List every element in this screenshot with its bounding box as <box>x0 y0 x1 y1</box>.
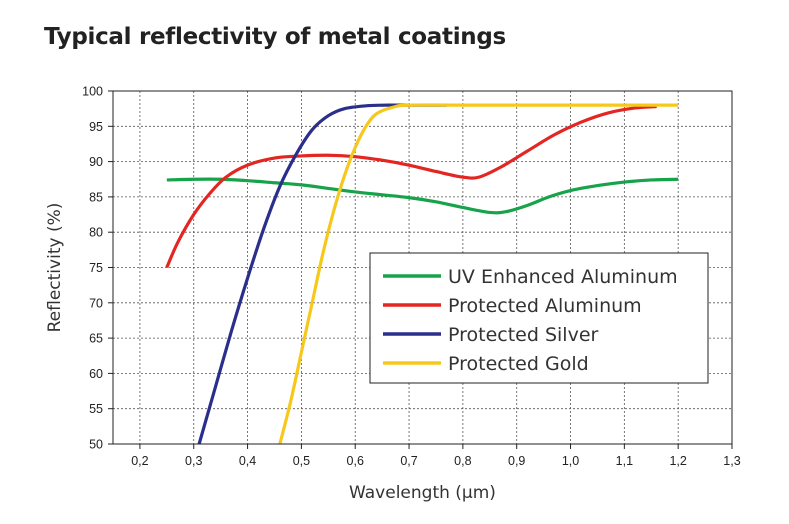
series-line-protected-silver <box>197 103 447 445</box>
legend-label: Protected Silver <box>448 324 599 346</box>
x-tick-label: 0,6 <box>347 454 364 468</box>
x-tick-label: 0,8 <box>454 454 471 468</box>
x-tick-label: 0,4 <box>239 454 256 468</box>
series-lines <box>165 103 679 445</box>
y-tick-label: 80 <box>89 226 103 240</box>
x-axis-label: Wavelength (µm) <box>349 483 496 503</box>
legend-label: UV Enhanced Aluminum <box>448 266 678 288</box>
x-tick-label: 1,0 <box>562 454 579 468</box>
y-tick-label: 90 <box>89 155 103 169</box>
x-tick-label: 1,1 <box>616 454 633 468</box>
y-tick-label: 100 <box>82 85 103 99</box>
series-line-protected-gold <box>278 103 679 445</box>
y-tick-label: 95 <box>89 120 103 134</box>
x-tick-label: 0,9 <box>508 454 525 468</box>
y-tick-label: 60 <box>89 367 103 381</box>
x-tick-label: 1,3 <box>723 454 740 468</box>
x-tick-label: 0,3 <box>185 454 202 468</box>
series-line-protected-aluminum <box>165 104 657 269</box>
y-tick-label: 55 <box>89 402 103 416</box>
y-tick-label: 65 <box>89 332 103 346</box>
legend-label: Protected Aluminum <box>448 295 642 317</box>
y-tick-label: 70 <box>89 296 103 310</box>
y-tick-label: 85 <box>89 190 103 204</box>
x-tick-label: 0,5 <box>293 454 310 468</box>
y-tick-label: 50 <box>89 438 103 452</box>
axis-ticks: 0,2 0,3 0,4 0,5 0,6 0,7 0,8 0,9 1,0 1,1 1,2 1,3 50 55… <box>82 85 741 469</box>
x-tick-label: 1,2 <box>669 454 686 468</box>
y-tick-label: 75 <box>89 261 103 275</box>
series-line-uv-enhanced-aluminum <box>166 177 679 215</box>
chart-title: Typical reflectivity of metal coatings <box>44 24 506 50</box>
legend: UV Enhanced Aluminum Protected Aluminum Pr… <box>369 252 709 384</box>
y-axis-label: Reflectivity (%) <box>45 203 65 333</box>
x-tick-label: 0,2 <box>131 454 148 468</box>
legend-label: Protected Gold <box>448 353 589 375</box>
x-tick-label: 0,7 <box>400 454 417 468</box>
